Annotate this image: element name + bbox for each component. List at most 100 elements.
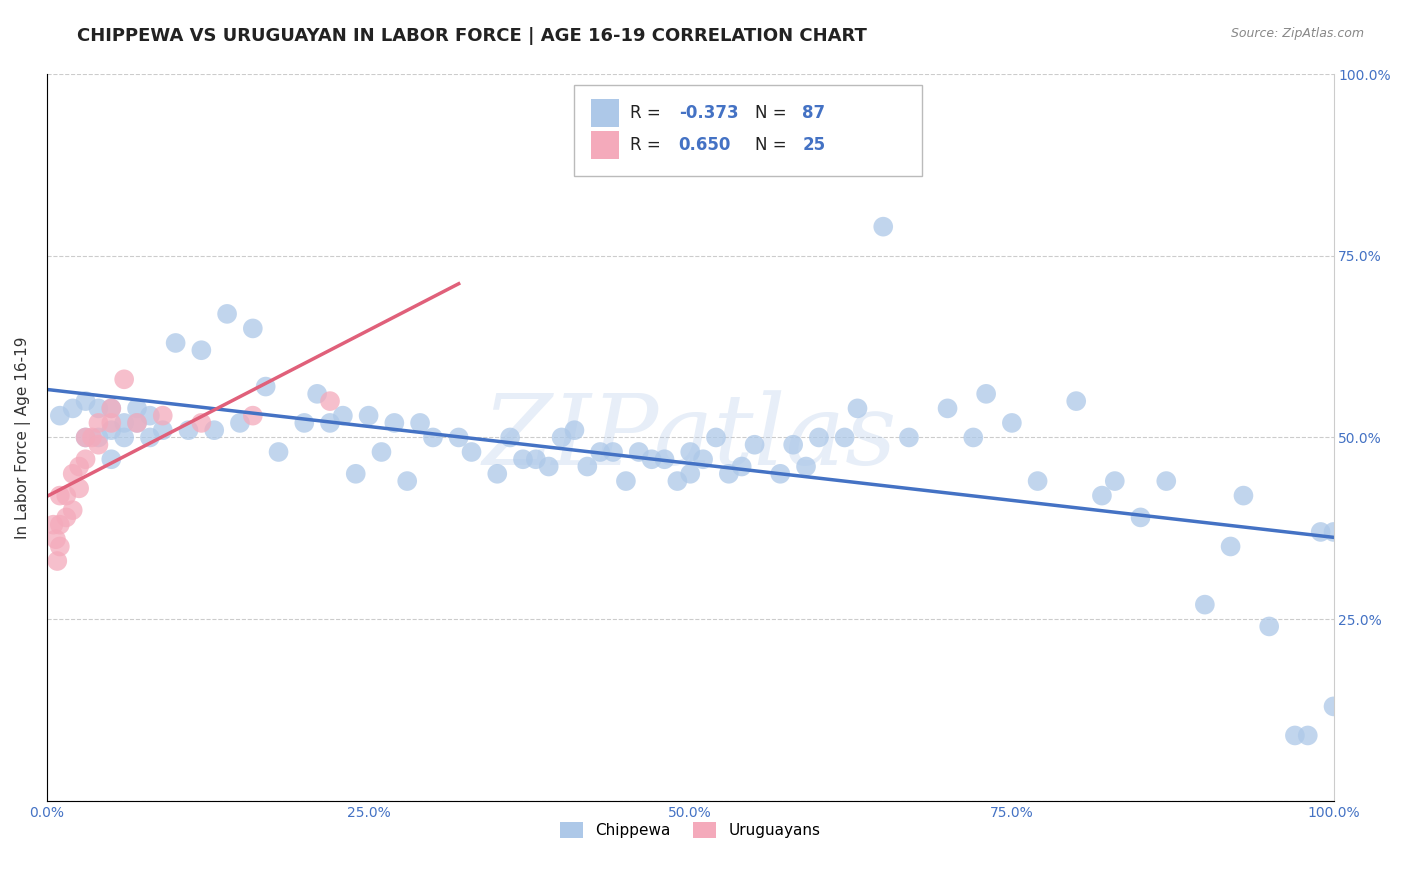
Point bbox=[409, 416, 432, 430]
Point bbox=[589, 445, 612, 459]
Point bbox=[62, 401, 84, 416]
Point bbox=[49, 489, 72, 503]
Point bbox=[1258, 619, 1281, 633]
Text: 25: 25 bbox=[803, 136, 825, 154]
Point bbox=[229, 416, 252, 430]
Point bbox=[834, 430, 856, 444]
Point bbox=[692, 452, 714, 467]
Point bbox=[100, 401, 122, 416]
Point bbox=[125, 401, 148, 416]
Point bbox=[460, 445, 482, 459]
Point bbox=[217, 307, 239, 321]
Point bbox=[1296, 729, 1319, 743]
Point bbox=[319, 416, 342, 430]
Point bbox=[396, 474, 419, 488]
Point bbox=[100, 452, 122, 467]
Point bbox=[679, 445, 702, 459]
Point bbox=[1322, 699, 1344, 714]
Point bbox=[152, 423, 174, 437]
Point bbox=[679, 467, 702, 481]
Point bbox=[897, 430, 920, 444]
Point bbox=[974, 387, 997, 401]
Point bbox=[357, 409, 380, 423]
Point bbox=[75, 430, 97, 444]
Text: CHIPPEWA VS URUGUAYAN IN LABOR FORCE | AGE 16-19 CORRELATION CHART: CHIPPEWA VS URUGUAYAN IN LABOR FORCE | A… bbox=[77, 27, 868, 45]
Point bbox=[112, 430, 135, 444]
Point bbox=[744, 438, 766, 452]
Point bbox=[190, 343, 212, 358]
Point bbox=[614, 474, 637, 488]
Point bbox=[782, 438, 804, 452]
Point bbox=[576, 459, 599, 474]
Point bbox=[202, 423, 225, 437]
Point bbox=[1091, 489, 1114, 503]
Point bbox=[382, 416, 405, 430]
Point bbox=[1194, 598, 1216, 612]
Point bbox=[152, 409, 174, 423]
Point bbox=[67, 459, 90, 474]
Point bbox=[1129, 510, 1152, 524]
Point bbox=[42, 517, 65, 532]
Point bbox=[704, 430, 727, 444]
Point bbox=[1232, 489, 1254, 503]
Point bbox=[1064, 394, 1087, 409]
Point bbox=[769, 467, 792, 481]
Text: Source: ZipAtlas.com: Source: ZipAtlas.com bbox=[1230, 27, 1364, 40]
Point bbox=[307, 387, 329, 401]
Point bbox=[846, 401, 869, 416]
FancyBboxPatch shape bbox=[591, 100, 620, 127]
Point bbox=[67, 481, 90, 495]
Point bbox=[80, 430, 103, 444]
Point bbox=[75, 394, 97, 409]
Point bbox=[1154, 474, 1177, 488]
Point bbox=[55, 510, 77, 524]
Point bbox=[1322, 524, 1344, 539]
Point bbox=[512, 452, 534, 467]
Text: N =: N = bbox=[755, 136, 792, 154]
Point bbox=[537, 459, 560, 474]
Point bbox=[794, 459, 817, 474]
Point bbox=[962, 430, 984, 444]
Point bbox=[242, 409, 264, 423]
Point bbox=[75, 452, 97, 467]
Point bbox=[499, 430, 522, 444]
Point bbox=[640, 452, 662, 467]
Point bbox=[731, 459, 754, 474]
Point bbox=[1001, 416, 1024, 430]
Point bbox=[45, 532, 67, 546]
Point bbox=[87, 416, 110, 430]
Point bbox=[139, 430, 162, 444]
Point bbox=[125, 416, 148, 430]
Point bbox=[1284, 729, 1306, 743]
Point bbox=[717, 467, 740, 481]
Text: ZIPatlas: ZIPatlas bbox=[484, 390, 897, 485]
Point bbox=[49, 517, 72, 532]
FancyBboxPatch shape bbox=[591, 131, 620, 159]
Point bbox=[62, 503, 84, 517]
Point bbox=[49, 409, 72, 423]
Point bbox=[486, 467, 509, 481]
Point bbox=[524, 452, 547, 467]
Point bbox=[100, 423, 122, 437]
Point bbox=[100, 416, 122, 430]
Point bbox=[177, 423, 200, 437]
Point bbox=[332, 409, 354, 423]
Point bbox=[1104, 474, 1126, 488]
Text: 87: 87 bbox=[803, 104, 825, 122]
Point bbox=[55, 489, 77, 503]
Point bbox=[627, 445, 650, 459]
Point bbox=[1309, 524, 1331, 539]
Point bbox=[100, 401, 122, 416]
Point bbox=[602, 445, 624, 459]
Point bbox=[267, 445, 290, 459]
Point bbox=[550, 430, 572, 444]
Point bbox=[112, 416, 135, 430]
Point bbox=[125, 416, 148, 430]
Point bbox=[1026, 474, 1049, 488]
Legend: Chippewa, Uruguayans: Chippewa, Uruguayans bbox=[554, 816, 827, 844]
FancyBboxPatch shape bbox=[575, 85, 922, 176]
Point bbox=[75, 430, 97, 444]
Point bbox=[422, 430, 444, 444]
Point bbox=[872, 219, 894, 234]
Point bbox=[254, 379, 277, 393]
